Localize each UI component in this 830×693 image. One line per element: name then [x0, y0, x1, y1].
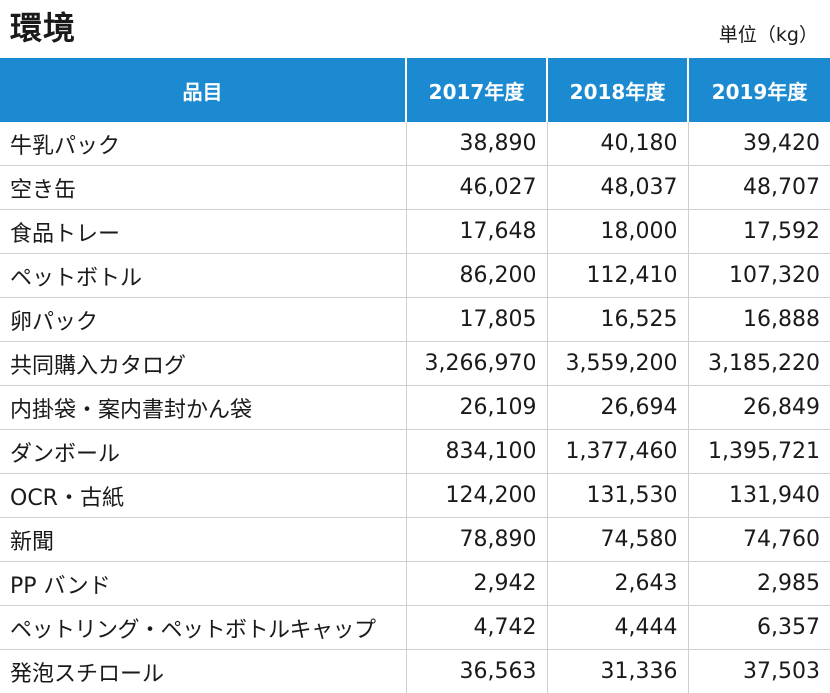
header-2018: 2018年度 [547, 58, 688, 122]
item-name: ペットリング・ペットボトルキャップ [0, 606, 406, 650]
value-2018: 112,410 [547, 254, 688, 298]
value-2019: 131,940 [688, 474, 830, 518]
table-row: 内掛袋・案内書封かん袋 26,109 26,694 26,849 [0, 386, 830, 430]
value-2017: 17,648 [406, 210, 547, 254]
header-item: 品目 [0, 58, 406, 122]
value-2017: 17,805 [406, 298, 547, 342]
table-row: 食品トレー 17,648 18,000 17,592 [0, 210, 830, 254]
value-2018: 48,037 [547, 166, 688, 210]
header-2019: 2019年度 [688, 58, 830, 122]
value-2019: 26,849 [688, 386, 830, 430]
item-name: 新聞 [0, 518, 406, 562]
value-2019: 3,185,220 [688, 342, 830, 386]
value-2017: 46,027 [406, 166, 547, 210]
table-row: PP バンド 2,942 2,643 2,985 [0, 562, 830, 606]
item-name: 空き缶 [0, 166, 406, 210]
item-name: 共同購入カタログ [0, 342, 406, 386]
table-row: 牛乳パック 38,890 40,180 39,420 [0, 122, 830, 166]
value-2019: 6,357 [688, 606, 830, 650]
page-title: 環境 [10, 6, 76, 50]
value-2018: 1,377,460 [547, 430, 688, 474]
value-2017: 38,890 [406, 122, 547, 166]
value-2017: 834,100 [406, 430, 547, 474]
table-row: ダンボール 834,100 1,377,460 1,395,721 [0, 430, 830, 474]
value-2019: 1,395,721 [688, 430, 830, 474]
value-2018: 74,580 [547, 518, 688, 562]
value-2018: 2,643 [547, 562, 688, 606]
value-2018: 31,336 [547, 650, 688, 693]
value-2017: 124,200 [406, 474, 547, 518]
value-2017: 78,890 [406, 518, 547, 562]
value-2017: 4,742 [406, 606, 547, 650]
item-name: ダンボール [0, 430, 406, 474]
value-2018: 18,000 [547, 210, 688, 254]
table-row: 卵パック 17,805 16,525 16,888 [0, 298, 830, 342]
table-row: 共同購入カタログ 3,266,970 3,559,200 3,185,220 [0, 342, 830, 386]
item-name: OCR・古紙 [0, 474, 406, 518]
table-row: 新聞 78,890 74,580 74,760 [0, 518, 830, 562]
value-2019: 2,985 [688, 562, 830, 606]
unit-label: 単位（kg） [719, 22, 818, 48]
item-name: PP バンド [0, 562, 406, 606]
item-name: ペットボトル [0, 254, 406, 298]
value-2019: 17,592 [688, 210, 830, 254]
value-2018: 3,559,200 [547, 342, 688, 386]
item-name: 食品トレー [0, 210, 406, 254]
recycling-table: 品目 2017年度 2018年度 2019年度 牛乳パック 38,890 40,… [0, 58, 830, 693]
value-2017: 26,109 [406, 386, 547, 430]
value-2019: 107,320 [688, 254, 830, 298]
value-2017: 3,266,970 [406, 342, 547, 386]
value-2017: 36,563 [406, 650, 547, 693]
value-2017: 86,200 [406, 254, 547, 298]
table-row: ペットリング・ペットボトルキャップ 4,742 4,444 6,357 [0, 606, 830, 650]
header-2017: 2017年度 [406, 58, 547, 122]
value-2018: 4,444 [547, 606, 688, 650]
value-2019: 16,888 [688, 298, 830, 342]
item-name: 内掛袋・案内書封かん袋 [0, 386, 406, 430]
value-2018: 16,525 [547, 298, 688, 342]
value-2019: 74,760 [688, 518, 830, 562]
value-2019: 48,707 [688, 166, 830, 210]
value-2018: 131,530 [547, 474, 688, 518]
item-name: 牛乳パック [0, 122, 406, 166]
table-row: ペットボトル 86,200 112,410 107,320 [0, 254, 830, 298]
item-name: 卵パック [0, 298, 406, 342]
value-2019: 39,420 [688, 122, 830, 166]
table-row: OCR・古紙 124,200 131,530 131,940 [0, 474, 830, 518]
item-name: 発泡スチロール [0, 650, 406, 693]
table-header-row: 品目 2017年度 2018年度 2019年度 [0, 58, 830, 122]
table-row: 空き缶 46,027 48,037 48,707 [0, 166, 830, 210]
value-2018: 26,694 [547, 386, 688, 430]
value-2017: 2,942 [406, 562, 547, 606]
value-2019: 37,503 [688, 650, 830, 693]
table-row: 発泡スチロール 36,563 31,336 37,503 [0, 650, 830, 693]
value-2018: 40,180 [547, 122, 688, 166]
